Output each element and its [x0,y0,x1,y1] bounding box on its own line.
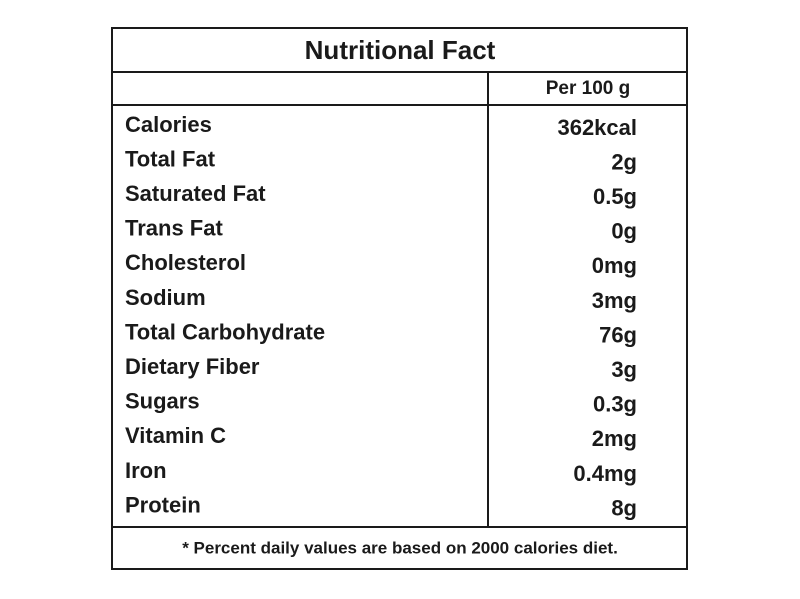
nutrient-name: Protein [125,492,201,517]
title: Nutritional Fact [305,35,496,65]
nutrient-name: Trans Fat [125,216,223,241]
nutrient-value: 3mg [592,288,637,313]
column-header: Per 100 g [546,78,631,99]
nutrient-value: 0.3g [593,392,637,417]
footnote: * Percent daily values are based on 2000… [182,538,618,557]
nutrient-name: Saturated Fat [125,181,266,206]
nutrient-name: Dietary Fiber [125,354,260,379]
nutrient-value: 0.5g [593,184,637,209]
nutrient-value: 0mg [592,253,637,278]
nutrient-name: Sugars [125,389,200,414]
nutrient-name: Total Fat [125,146,216,171]
nutrient-value: 8g [611,495,637,520]
nutrient-value: 0g [611,219,637,244]
label-border [111,27,688,570]
nutrient-value: 3g [611,357,637,382]
nutrient-value: 362kcal [557,115,637,140]
nutrient-value: 2g [611,149,637,174]
nutrient-name: Cholesterol [125,250,246,275]
nutrient-value: 0.4mg [573,461,637,486]
nutrient-value: 2mg [592,426,637,451]
nutrient-name: Calories [125,112,212,137]
nutrient-name: Sodium [125,285,206,310]
nutrient-name: Vitamin C [125,423,226,448]
nutrient-name: Total Carbohydrate [125,319,325,344]
nutrient-value: 76g [599,322,637,347]
nutrient-name: Iron [125,458,167,483]
